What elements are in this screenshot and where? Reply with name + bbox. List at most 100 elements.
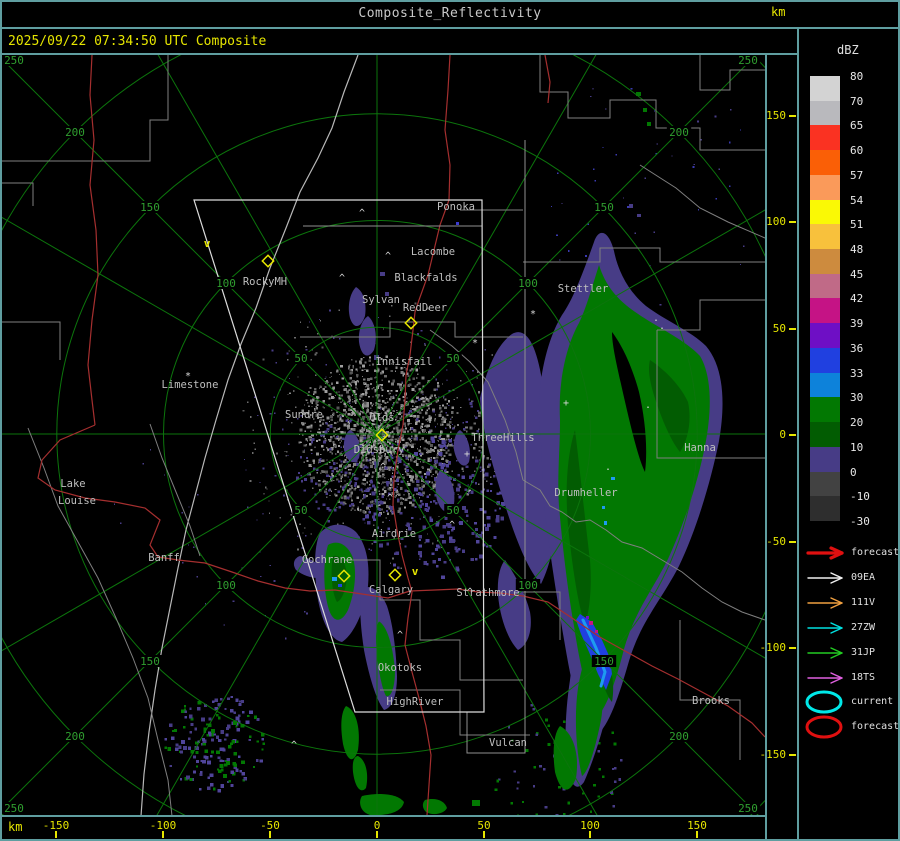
panel-left-border [797,29,799,839]
echo-region [558,265,710,716]
city-label: ThreeHills [471,432,534,444]
scale-tick-label: 70 [850,94,864,108]
echo-region [453,430,470,466]
radial-line [0,56,378,435]
right-axis-tick [789,115,796,117]
spotter-point-icon: . [322,474,328,485]
ring-distance-label: 150 [594,655,614,668]
city-label: Sundre [285,409,323,421]
spotter-point-icon: + [563,398,569,409]
scale-color-block [810,273,840,299]
bottom-axis-tick [162,831,164,838]
city-label: HighRiver [387,696,444,708]
radial-line [0,433,378,812]
city-label: Stettler [558,283,609,295]
right-axis: 150 100 50 0 -50 -100 -150 [748,55,800,817]
echo-cell [604,521,607,525]
scale-color-block [810,496,840,522]
spotter-point-icon: ^ [359,208,365,219]
legend-ellipse-icon [805,715,843,739]
radial-line [0,215,378,435]
ring-distance-label: 150 [140,655,160,668]
scale-tick-label: 33 [850,366,864,380]
spotter-point-icon: * [472,338,478,349]
spotter-point-icon: . [659,321,665,332]
map-boundary [657,299,765,331]
scale-tick-label: 42 [850,292,864,306]
scale-tick-label: 0 [850,465,857,479]
scale-color-block [810,76,840,102]
storm-motion-v-icon: v [204,237,211,250]
echo-cell [602,506,605,509]
ring-distance-label: 50 [446,504,459,517]
scale-color-block [810,471,840,497]
map-boundary [522,479,766,621]
spotter-point-icon: . [467,483,473,494]
bottom-axis-tick-label: -100 [149,819,177,832]
map-boundary [149,423,201,557]
echo-cell [637,214,641,217]
scale-color-block [810,224,840,250]
legend-canvas [805,546,844,739]
ring-distance-label: 100 [216,277,236,290]
title-divider [0,27,900,29]
map-boundary [539,55,765,151]
ring-distance-label: 250 [738,55,758,67]
scale-tick-label: 51 [850,218,864,232]
scale-color-block [810,397,840,423]
map-boundary [679,620,741,760]
legend-arrow-icon [807,572,843,584]
scale-tick-label: 10 [850,440,864,454]
city-label: Lacombe [411,246,455,258]
scale-color-block [810,199,840,225]
city-label: Louise [58,495,96,507]
city-label: Olds [369,412,394,424]
scale-color-block [810,372,840,398]
bottom-axis-tick-label: -150 [42,819,70,832]
right-axis-tick [789,647,796,649]
bottom-axis: km -150 -100 -50 0 50 100 150 [0,817,765,839]
echo-region [376,621,395,697]
window-border-left [0,0,2,841]
scale-tick-label: 36 [850,341,864,355]
right-axis-tick [789,221,796,223]
legend-ellipse-label: forecast [851,721,900,732]
legend-arrow-label: 27ZW [851,622,876,633]
highway-road [544,54,551,104]
echo-cell [385,292,389,296]
scale-tick-label: 54 [850,193,864,207]
legend-ellipse-label: current [851,696,894,707]
right-axis-tick [789,541,796,543]
spotter-point-icon: * [530,309,536,320]
spotter-point-icon: * [185,371,191,382]
map-boundary [656,330,765,459]
window-title: Composite_Reflectivity [358,6,542,21]
scale-tick-label: 80 [850,70,864,83]
ring-distance-label: 100 [216,579,236,592]
map-boundary [699,55,765,91]
spotter-point-icon: ^ [467,587,473,598]
scale-tick-label: 45 [850,267,864,281]
right-axis-tick-label: 50 [772,322,786,335]
bottom-axis-tick [696,831,698,838]
right-axis-tick-label: -150 [759,748,787,761]
legend-arrow-label: forecast [851,547,900,558]
spotter-point-icon: . [645,400,651,411]
ring-distance-label: 200 [65,126,85,139]
map-boundary [429,329,524,481]
echo-cell [589,621,593,625]
status-divider [0,53,799,55]
status-bar: 2025/09/22 07:34:50 UTC Composite [0,29,797,53]
scale-color-block [810,249,840,275]
highway-road [37,424,411,599]
ring-distance-label: 200 [669,730,689,743]
storm-marker-diamond-icon [375,428,389,442]
spotter-point-icon: ^ [380,462,386,473]
right-axis-tick [789,754,796,756]
ring-distance-label: 150 [140,201,160,214]
legend-ellipse-icon [805,690,843,714]
map-boundary [0,321,61,360]
bottom-axis-tick [376,831,378,838]
bottom-axis-tick [269,831,271,838]
